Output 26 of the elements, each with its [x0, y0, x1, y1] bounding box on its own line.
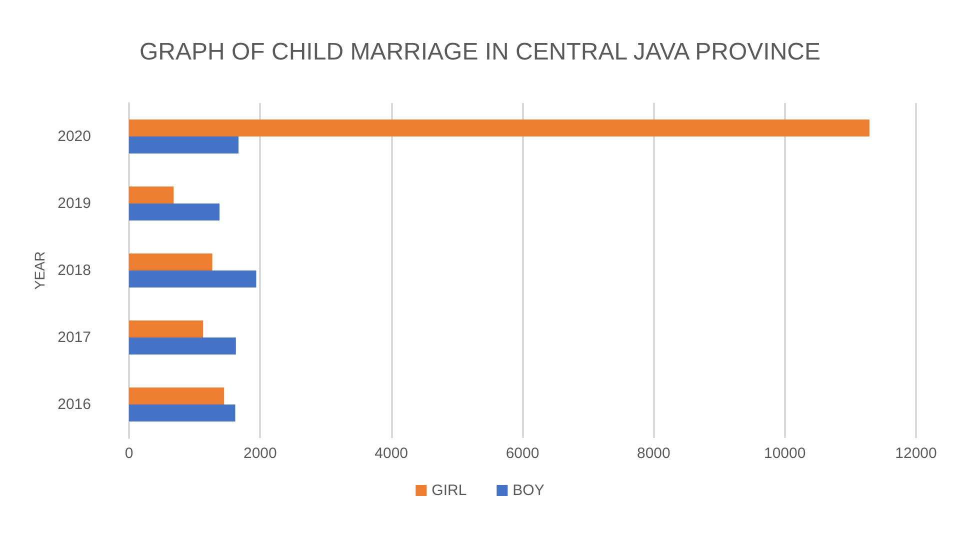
- bar: [129, 338, 236, 354]
- y-tick-label: 2017: [58, 329, 91, 346]
- bar: [129, 120, 870, 136]
- bar: [129, 388, 224, 404]
- x-tick-label: 10000: [764, 445, 806, 462]
- bar: [129, 204, 220, 220]
- x-tick-label: 6000: [506, 445, 540, 462]
- x-tick-label: 2000: [243, 445, 277, 462]
- chart-title: GRAPH OF CHILD MARRIAGE IN CENTRAL JAVA PROVINCE: [140, 38, 820, 66]
- bar: [129, 320, 204, 338]
- bar: [129, 254, 212, 270]
- x-tick-label: 12000: [895, 445, 937, 462]
- x-tick-label: 4000: [374, 445, 408, 462]
- y-axis-title: YEAR: [32, 251, 48, 290]
- bar: [129, 270, 256, 288]
- y-tick-label: 2020: [58, 128, 91, 145]
- bar: [129, 136, 239, 154]
- y-tick-label: 2018: [58, 262, 91, 279]
- bar: [129, 186, 174, 204]
- bar: [129, 404, 236, 422]
- y-tick-label: 2019: [58, 195, 91, 212]
- x-tick-label: 0: [124, 445, 134, 462]
- legend-label: BOY: [512, 482, 544, 499]
- legend-label: GIRL: [432, 482, 467, 499]
- x-tick-label: 8000: [636, 445, 670, 462]
- y-tick-label: 2016: [58, 396, 91, 413]
